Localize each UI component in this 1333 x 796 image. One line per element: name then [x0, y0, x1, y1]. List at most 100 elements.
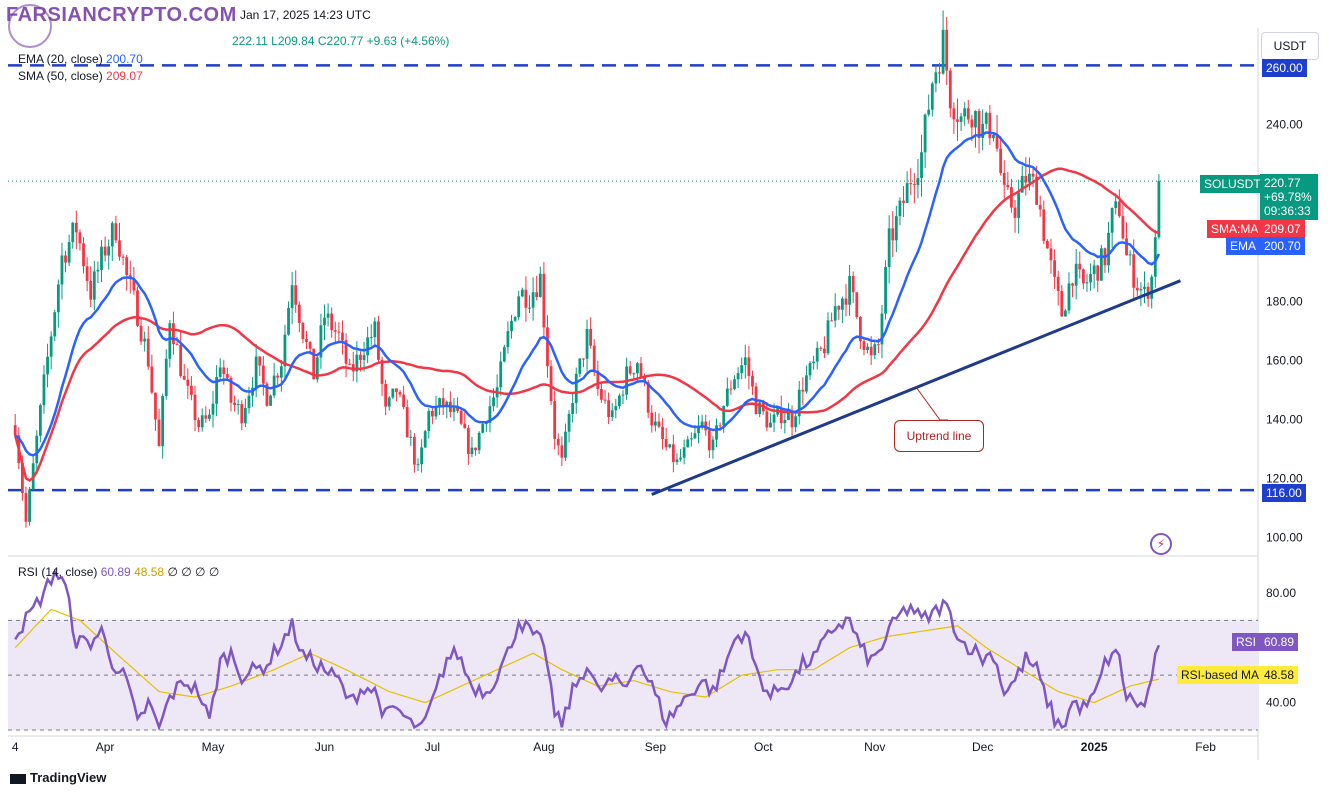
candle-body [1063, 310, 1067, 317]
candle-body [369, 337, 373, 339]
candle-body [912, 184, 916, 186]
candle-body [1150, 276, 1154, 299]
rsi-legend[interactable]: RSI (14, close) 60.89 48.58 ∅ ∅ ∅ ∅ [18, 565, 219, 579]
price-tick-label: 140.00 [1266, 412, 1303, 426]
price-tick-label: 100.00 [1266, 530, 1303, 544]
rsi-tag-value: 60.89 [1260, 633, 1299, 651]
candle-body [542, 273, 546, 328]
candle-body [1049, 248, 1053, 261]
ema-legend[interactable]: EMA (20, close) 200.70 [18, 52, 143, 66]
candle-body [513, 317, 517, 321]
candle-body [869, 346, 873, 356]
candle-body [182, 376, 186, 380]
candle-body [866, 346, 869, 350]
candle-body [1053, 260, 1056, 277]
candle-body [85, 266, 89, 281]
candle-body [578, 358, 582, 374]
candle-body [179, 344, 183, 377]
candle-body [574, 373, 578, 404]
candle-body [812, 361, 816, 364]
candle-body [808, 363, 812, 376]
candle-body [215, 376, 218, 404]
alert-icon[interactable]: ⚡ [1150, 533, 1172, 555]
candle-body [733, 379, 736, 390]
watermark-logo: FARSIANCRYPTO.COM [6, 4, 237, 26]
candle-body [873, 344, 877, 356]
candle-body [974, 110, 977, 128]
candle-body [484, 422, 488, 425]
candle-body [970, 119, 974, 128]
candle-body [1042, 209, 1046, 241]
candle-body [711, 439, 715, 451]
candle-body [1092, 265, 1096, 275]
candle-body [1153, 237, 1157, 277]
candle-body [470, 447, 474, 455]
candle-body [855, 292, 859, 317]
candle-body [1107, 232, 1110, 266]
price-tag-value: 220.77 [1264, 176, 1301, 190]
candle-body [1143, 286, 1146, 290]
candle-body [916, 178, 920, 186]
candle-body [466, 428, 470, 455]
candle-body [175, 344, 179, 346]
sma-legend[interactable]: SMA (50, close) 209.07 [18, 69, 143, 83]
candle-body [1089, 274, 1092, 283]
tradingview-logo-icon [10, 773, 26, 784]
candle-body [157, 419, 161, 447]
candle-body [1013, 207, 1017, 218]
candle-body [995, 134, 999, 149]
candle-body [815, 347, 819, 362]
candle-body [783, 420, 787, 424]
candle-body [398, 392, 402, 395]
candle-body [564, 431, 567, 458]
candle-body [445, 401, 449, 407]
uptrend-annotation[interactable]: Uptrend line [894, 420, 984, 452]
candle-body [736, 373, 740, 380]
candle-body [553, 401, 557, 439]
candle-body [132, 279, 136, 291]
candle-body [635, 363, 639, 374]
candle-body [1056, 276, 1060, 291]
time-tick-label: Feb [1195, 740, 1216, 754]
ohlc-high: 222.11 [232, 34, 268, 48]
candle-body [96, 269, 100, 272]
candle-body [657, 421, 661, 427]
candle-body [819, 347, 823, 349]
time-tick-label: Apr [96, 740, 115, 754]
candle-body [20, 463, 24, 493]
ohlc-change: +9.63 (+4.56%) [366, 34, 450, 48]
candle-body [556, 438, 560, 446]
candle-body [894, 216, 898, 241]
rsi-ma-line [14, 608, 1160, 704]
candle-body [200, 415, 204, 428]
candle-body [600, 388, 603, 400]
candle-body [305, 339, 308, 342]
candle-body [24, 492, 28, 522]
candle-body [758, 402, 762, 415]
candle-body [693, 433, 697, 439]
candle-body [161, 395, 165, 447]
candle-body [1024, 175, 1028, 183]
candle-body [1038, 204, 1042, 210]
price-tick-label: 180.00 [1266, 294, 1303, 308]
candle-body [517, 296, 521, 318]
candle-body [64, 255, 67, 263]
candle-body [89, 280, 93, 300]
candle-body [114, 223, 118, 241]
currency-selector[interactable]: USDT [1261, 32, 1319, 60]
candle-body [898, 200, 902, 217]
level-tag-bottom: 116.00 [1262, 484, 1306, 502]
candle-body [276, 375, 280, 378]
candle-body [222, 367, 226, 375]
candle-body [254, 356, 258, 388]
candle-body [1067, 283, 1071, 311]
candle-body [121, 256, 125, 258]
candle-body [531, 292, 535, 308]
tradingview-branding[interactable]: TradingView [10, 770, 106, 785]
candle-body [668, 444, 672, 448]
candle-body [100, 246, 103, 270]
candle-body [384, 383, 388, 407]
time-tick-label: Nov [864, 740, 885, 754]
candle-body [118, 240, 121, 257]
